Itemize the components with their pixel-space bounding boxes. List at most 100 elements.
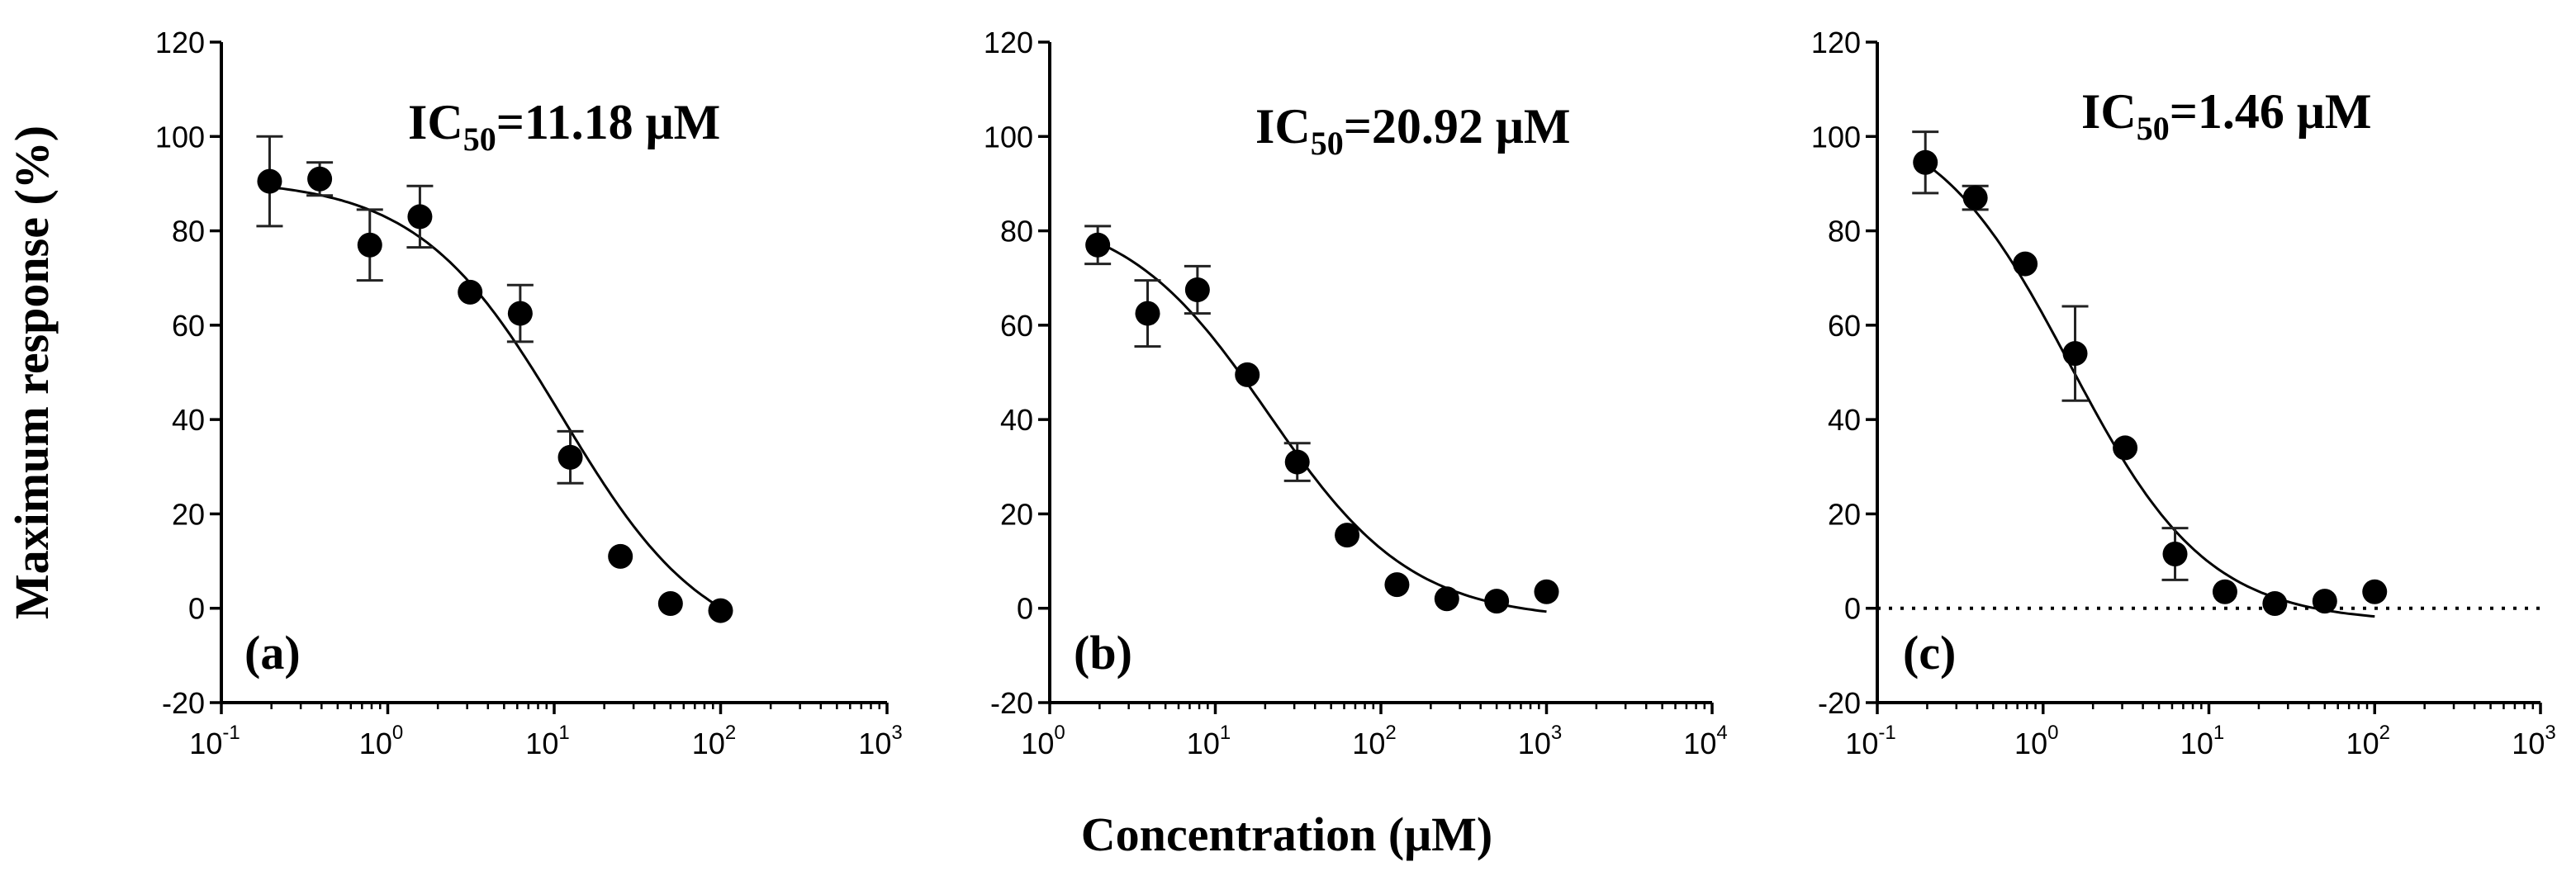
y-tick-label: 40: [1000, 403, 1033, 437]
y-tick-label: 0: [1844, 592, 1861, 626]
x-tick-exponent: 4: [1716, 722, 1727, 744]
y-tick-label: 20: [1828, 497, 1861, 531]
x-axis-title: Concentration (μM): [1081, 807, 1492, 861]
y-axis-title: Maximum response (%): [5, 125, 59, 619]
y-tick-label: 80: [172, 215, 205, 249]
y-tick-label: 60: [172, 309, 205, 343]
ic50-annotation: IC50=20.92 μM: [1255, 99, 1571, 162]
data-point: [1135, 301, 1160, 326]
y-tick-label: 20: [1000, 497, 1033, 531]
y-tick-label: 100: [1811, 120, 1861, 154]
y-tick-label: 40: [1828, 403, 1861, 437]
x-tick-exponent: 3: [1551, 722, 1562, 744]
ic50-value: =20.92 μM: [1344, 99, 1571, 154]
panel-label: (c): [1903, 626, 1956, 679]
data-point: [2312, 589, 2337, 614]
y-tick-label: 0: [188, 592, 205, 626]
ic50-label: IC: [1255, 99, 1311, 154]
data-point: [2262, 591, 2288, 616]
y-tick-label: 120: [155, 26, 205, 59]
x-tick-label: 100: [2014, 722, 2058, 760]
x-tick-label: 103: [858, 722, 902, 760]
y-tick-label: 60: [1000, 309, 1033, 343]
ic50-subscript: 50: [1311, 125, 1344, 162]
x-tick-exponent: 0: [1054, 722, 1065, 744]
x-tick-exponent: 1: [558, 722, 569, 744]
data-point: [2013, 251, 2038, 277]
fit-curve: [1924, 162, 2375, 618]
x-tick-exponent: -1: [1878, 722, 1895, 744]
x-tick-exponent: -1: [222, 722, 240, 744]
ic50-annotation: IC50=11.18 μM: [408, 95, 720, 158]
data-point: [507, 301, 533, 326]
data-point: [1913, 149, 1938, 175]
x-tick-exponent: 2: [2379, 722, 2390, 744]
data-point: [2162, 542, 2188, 566]
data-point: [1534, 579, 1559, 604]
panel-label: (b): [1074, 626, 1132, 679]
x-tick-exponent: 0: [392, 722, 403, 744]
x-tick-label: 10-1: [189, 722, 240, 760]
data-point: [307, 166, 333, 192]
data-point: [1962, 185, 1988, 211]
x-tick-label: 100: [359, 722, 403, 760]
x-tick-label: 101: [1187, 722, 1231, 760]
x-tick-exponent: 3: [891, 722, 902, 744]
x-tick-label: 102: [692, 722, 736, 760]
data-point: [1184, 277, 1210, 302]
x-tick-exponent: 2: [1385, 722, 1396, 744]
data-point: [407, 204, 433, 230]
ic50-annotation: IC50=1.46 μM: [2081, 84, 2372, 147]
x-tick-label: 101: [2180, 722, 2224, 760]
y-tick-label: 40: [172, 403, 205, 437]
data-point: [458, 279, 483, 305]
x-tick-exponent: 3: [2545, 722, 2555, 744]
y-tick-label: 100: [155, 120, 205, 154]
fit-curve: [1097, 241, 1547, 613]
data-point: [1085, 232, 1111, 258]
data-point: [557, 444, 583, 470]
x-tick-exponent: 0: [2047, 722, 2058, 744]
x-tick-label: 101: [525, 722, 569, 760]
data-point: [2062, 341, 2088, 367]
x-tick-label: 102: [2346, 722, 2390, 760]
x-tick-label: 102: [1352, 722, 1396, 760]
y-tick-label: 80: [1828, 215, 1861, 249]
data-point: [1335, 523, 1360, 548]
y-tick-label: 120: [984, 26, 1033, 59]
x-tick-label: 103: [1518, 722, 1562, 760]
x-tick-label: 104: [1683, 722, 1727, 760]
data-point: [1384, 572, 1410, 598]
data-point: [357, 232, 382, 258]
data-point: [1484, 589, 1510, 614]
data-point: [257, 168, 282, 194]
x-tick-exponent: 1: [1220, 722, 1231, 744]
x-tick-exponent: 1: [2213, 722, 2224, 744]
data-point: [657, 591, 683, 616]
ic50-subscript: 50: [2137, 110, 2170, 147]
data-point: [1434, 586, 1459, 612]
x-tick-label: 103: [2512, 722, 2555, 760]
ic50-subscript: 50: [463, 121, 496, 158]
data-point: [1235, 362, 1260, 387]
x-tick-label: 100: [1021, 722, 1065, 760]
data-point: [608, 543, 633, 569]
ic50-value: =11.18 μM: [496, 95, 721, 149]
y-tick-label: 100: [984, 120, 1033, 154]
ic50-label: IC: [408, 95, 463, 149]
data-point: [708, 598, 733, 623]
y-tick-label: 120: [1811, 26, 1861, 59]
y-tick-label: 0: [1017, 592, 1033, 626]
data-point: [2212, 579, 2237, 604]
data-point: [2362, 579, 2388, 604]
y-tick-label: 60: [1828, 309, 1861, 343]
y-tick-label: 20: [172, 497, 205, 531]
y-tick-label: -20: [162, 686, 205, 720]
panel-label: (a): [244, 626, 301, 679]
ic50-label: IC: [2081, 84, 2137, 139]
